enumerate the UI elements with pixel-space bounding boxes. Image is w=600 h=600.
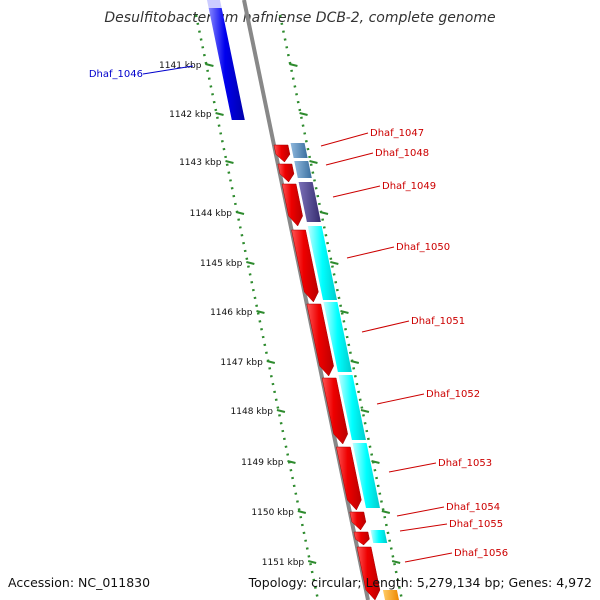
tick-mark (215, 112, 224, 116)
cog-band-1051 (323, 302, 352, 372)
feature-group (207, 0, 399, 600)
tick-mark (266, 360, 276, 364)
gene-leader-line (396, 506, 445, 517)
gene-1049-arrow (281, 183, 303, 227)
cog-band-1053 (352, 443, 380, 508)
tick-label: 1143 kbp (179, 158, 222, 168)
tick-label: 1145 kbp (200, 259, 243, 269)
tick-mark (330, 261, 339, 265)
tick-label: 1141 kbp (159, 61, 202, 71)
gene-label-group: Dhaf_1046 Dhaf_1047 Dhaf_1048 Dhaf_1049 Dhaf… (89, 65, 508, 563)
tick-label: 1147 kbp (220, 358, 263, 368)
tick-label: 1149 kbp (241, 458, 284, 468)
accession-text: Accession: NC_011830 (8, 575, 151, 590)
right-tick-track (278, 14, 404, 600)
gene-1048-arrow (277, 163, 295, 183)
tick-label: 1151 kbp (262, 558, 305, 568)
gene-leader-line (404, 552, 453, 563)
genome-summary-text: Topology: circular; Length: 5,279,134 bp… (248, 575, 592, 590)
tick-label: 1148 kbp (231, 407, 274, 417)
gene-1047-arrow (273, 144, 291, 163)
cog-band-1056 (382, 590, 399, 600)
tick-mark (299, 112, 308, 116)
gene-1056-arrow (356, 546, 381, 600)
tick-mark (246, 261, 255, 265)
tick-group: 1141 kbp 1142 kbp 1143 kbp 1144 kbp 1145 kbp… (159, 61, 401, 568)
gene-label[interactable]: Dhaf_1051 (411, 316, 465, 327)
gene-label[interactable]: Dhaf_1056 (454, 548, 508, 559)
tick-mark (371, 460, 380, 464)
cog-band-1055 (370, 530, 388, 543)
tick-mark (297, 510, 307, 514)
tick-label: 1146 kbp (210, 308, 253, 318)
tick-label: 1150 kbp (251, 508, 294, 518)
gene-label[interactable]: Dhaf_1049 (382, 181, 436, 192)
gene-1055-arrow (353, 531, 370, 546)
gene-1046-tail (207, 0, 222, 8)
gene-leader-line (320, 132, 369, 147)
gene-1051-arrow (306, 303, 334, 377)
tick-mark (205, 63, 214, 67)
tick-mark (235, 211, 245, 215)
gene-1053-arrow (336, 446, 362, 511)
map-title: Desulfitobacterium hafniense DCB-2, comp… (104, 10, 495, 26)
tick-mark (319, 211, 329, 215)
gene-label[interactable]: Dhaf_1046 (89, 69, 143, 80)
cog-band-1048 (294, 161, 312, 178)
gene-1054-arrow (349, 511, 367, 531)
tick-mark (391, 560, 401, 564)
cog-band-1049 (298, 182, 321, 222)
gene-label[interactable]: Dhaf_1052 (426, 389, 480, 400)
tick-mark (350, 360, 360, 364)
cog-band-1052 (338, 375, 366, 440)
gene-label[interactable]: Dhaf_1055 (449, 519, 503, 530)
tick-mark (256, 310, 265, 314)
tick-mark (276, 409, 286, 413)
gene-1046-arrow (208, 8, 245, 120)
gene-label[interactable]: Dhaf_1053 (438, 458, 492, 469)
gene-leader-line (346, 246, 395, 259)
gene-leader-line (325, 152, 374, 166)
gene-1050-arrow (291, 229, 319, 303)
gene-label[interactable]: Dhaf_1050 (396, 242, 450, 253)
cog-band-1050 (307, 226, 337, 300)
gene-leader-line (142, 65, 194, 75)
gene-label[interactable]: Dhaf_1047 (370, 128, 424, 139)
tick-mark (309, 160, 318, 164)
tick-mark (287, 460, 296, 464)
gene-label[interactable]: Dhaf_1048 (375, 148, 429, 159)
gene-leader-line (376, 393, 425, 405)
gene-1052-arrow (321, 377, 348, 445)
tick-mark (381, 510, 391, 514)
left-tick-track (194, 14, 320, 600)
gene-label[interactable]: Dhaf_1054 (446, 502, 500, 513)
tick-mark (360, 409, 370, 413)
gene-leader-line (399, 523, 448, 532)
tick-label: 1144 kbp (190, 209, 233, 219)
tick-mark (225, 160, 234, 164)
gene-leader-line (361, 320, 410, 333)
cog-band-1047 (290, 143, 308, 158)
gene-leader-line (388, 462, 437, 473)
tick-label: 1142 kbp (169, 110, 212, 120)
tick-mark (307, 560, 317, 564)
gene-leader-line (332, 185, 381, 198)
tick-mark (340, 310, 349, 314)
tick-mark (289, 63, 298, 67)
